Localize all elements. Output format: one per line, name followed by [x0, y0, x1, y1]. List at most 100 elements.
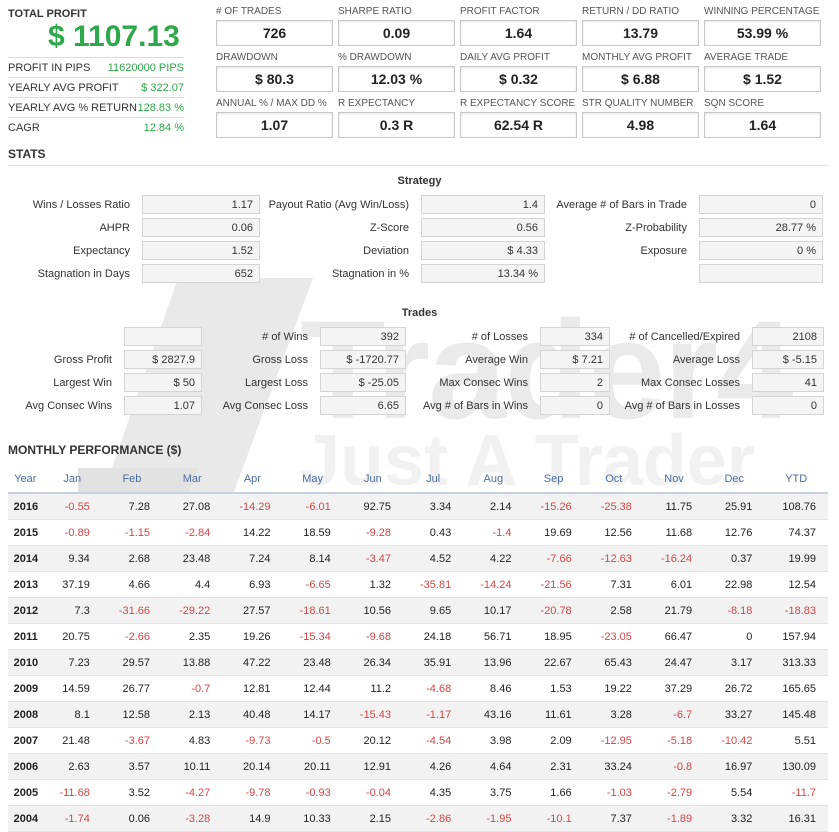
trades-title: Trades [401, 307, 438, 319]
month-value-cell: 33.27 [704, 701, 765, 728]
month-value-cell: 3.28 [583, 701, 644, 728]
month-value-cell: -7.66 [523, 545, 584, 572]
divider [8, 165, 828, 166]
month-value-cell: 9.65 [402, 597, 464, 624]
stat-label-payout-ratio-avg-win-loss: Payout Ratio (Avg Win/Loss) [268, 199, 409, 211]
column-header-may[interactable]: May [282, 466, 343, 494]
column-header-dec[interactable]: Dec [704, 466, 765, 494]
column-header-nov[interactable]: Nov [643, 466, 705, 494]
month-value-cell: 47.22 [222, 649, 283, 676]
month-value-cell: -15.26 [523, 493, 584, 520]
column-header-jun[interactable]: Jun [342, 466, 403, 494]
month-value-cell: 3.98 [463, 727, 524, 754]
month-value-cell: 11.2 [342, 675, 403, 702]
column-header-feb[interactable]: Feb [101, 466, 163, 494]
metric-annual-max-dd: ANNUAL % / MAX DD % 1.07 [216, 98, 333, 138]
stat-value-stagnation-in: 13.34 % [421, 264, 545, 283]
month-value-cell: 8.46 [463, 675, 524, 702]
month-value-cell: -3.67 [101, 727, 163, 754]
month-value-cell: -9.28 [342, 519, 403, 546]
summary-label: PROFIT IN PIPS [8, 62, 91, 74]
summary-row: YEARLY AVG PROFIT $ 322.07 [8, 82, 184, 94]
month-value-cell: 3.34 [402, 493, 464, 520]
summary-value: 128.83 % [137, 102, 184, 114]
month-value-cell: 21.48 [42, 727, 102, 754]
metric-sharpe-ratio: SHARPE RATIO 0.09 [338, 6, 455, 46]
stat-label-z-probability: Z-Probability [625, 222, 687, 234]
monthly-performance-title: MONTHLY PERFORMANCE ($) [8, 443, 182, 457]
month-value-cell: -12.95 [583, 727, 644, 754]
metric-value: 4.98 [582, 112, 699, 138]
column-header-jul[interactable]: Jul [402, 466, 464, 494]
month-value-cell: -14.24 [463, 571, 524, 598]
stat-label-average-of-bars-in-trade: Average # of Bars in Trade [556, 199, 687, 211]
column-header-mar[interactable]: Mar [162, 466, 223, 494]
metric-profit-factor: PROFIT FACTOR 1.64 [460, 6, 577, 46]
month-value-cell: 37.29 [643, 675, 705, 702]
table-header-row: Year Jan Feb Mar Apr May Jun Jul Aug Sep Oct Nov Dec… [8, 466, 828, 494]
month-value-cell: 2.09 [523, 727, 584, 754]
month-value-cell: -35.81 [402, 571, 464, 598]
column-header-sep[interactable]: Sep [523, 466, 584, 494]
stat-value-payout-ratio-avg-win-loss: 1.4 [421, 195, 545, 214]
column-header-aug[interactable]: Aug [463, 466, 524, 494]
month-value-cell: 14.9 [222, 805, 283, 832]
metric-label: % DRAWDOWN [338, 52, 412, 63]
month-value-cell: 19.22 [583, 675, 644, 702]
month-value-cell: 10.11 [162, 753, 223, 780]
month-value-cell: -3.28 [162, 805, 223, 832]
table-row: 2012 7.3 -31.66 -29.22 27.57 -18.61 10.56 9.65 1… [8, 597, 828, 624]
column-header-oct[interactable]: Oct [583, 466, 644, 494]
trade-value-avg-of-bars-in-losses: 0 [752, 396, 824, 415]
month-value-cell: 13.96 [463, 649, 524, 676]
divider [8, 77, 184, 78]
metric-value: 1.64 [704, 112, 821, 138]
trade-label-gross-profit: Gross Profit [53, 354, 112, 366]
month-value-cell: -0.8 [643, 753, 705, 780]
month-value-cell: 3.75 [463, 779, 524, 806]
month-value-cell: 2.31 [523, 753, 584, 780]
month-value-cell: 145.48 [764, 701, 828, 728]
month-value-cell: 37.19 [42, 571, 102, 598]
trade-value-average-win: $ 7.21 [540, 350, 610, 369]
trade-label-max-consec-losses: Max Consec Losses [640, 377, 740, 389]
month-value-cell: -31.66 [101, 597, 163, 624]
month-value-cell: 7.37 [583, 805, 644, 832]
table-row: 2009 14.59 26.77 -0.7 12.81 12.44 11.2 -4.68 8.4… [8, 675, 828, 702]
metric-label: # OF TRADES [216, 6, 282, 17]
month-value-cell: 0.37 [704, 545, 765, 572]
column-header-apr[interactable]: Apr [222, 466, 283, 494]
month-value-cell: 2.63 [42, 753, 102, 780]
month-value-cell: -29.22 [162, 597, 223, 624]
month-value-cell: 22.67 [523, 649, 584, 676]
month-value-cell: 11.68 [643, 519, 705, 546]
trade-label-average-win: Average Win [465, 354, 528, 366]
column-header-ytd[interactable]: YTD [764, 466, 828, 494]
table-row: 2006 2.63 3.57 10.11 20.14 20.11 12.91 4.26 4.64… [8, 753, 828, 780]
month-value-cell: 1.53 [523, 675, 584, 702]
metric-label: PROFIT FACTOR [460, 6, 540, 17]
month-value-cell: 20.11 [282, 753, 343, 780]
month-value-cell: -12.63 [583, 545, 644, 572]
metric-label: AVERAGE TRADE [704, 52, 789, 63]
column-header-jan[interactable]: Jan [42, 466, 102, 494]
month-value-cell: 65.43 [583, 649, 644, 676]
summary-row: YEARLY AVG % RETURN 128.83 % [8, 102, 184, 114]
month-value-cell: 12.54 [764, 571, 828, 598]
year-cell: 2014 [8, 545, 43, 572]
month-value-cell: 8.1 [42, 701, 102, 728]
year-cell: 2007 [8, 727, 43, 754]
monthly-performance-table: Year Jan Feb Mar Apr May Jun Jul Aug Sep Oct Nov Dec… [8, 466, 828, 832]
column-header-year[interactable]: Year [8, 466, 43, 494]
stats-title: STATS [8, 147, 46, 161]
trade-value-of-cancelled-expired: 2108 [752, 327, 824, 346]
month-value-cell: 74.37 [764, 519, 828, 546]
month-value-cell: 4.22 [463, 545, 524, 572]
summary-value: 11620000 PIPS [107, 62, 184, 74]
month-value-cell: -25.38 [583, 493, 644, 520]
summary-label: YEARLY AVG % RETURN [8, 102, 137, 114]
month-value-cell: 14.59 [42, 675, 102, 702]
month-value-cell: 33.24 [583, 753, 644, 780]
trade-value-of-losses: 334 [540, 327, 610, 346]
month-value-cell: 4.26 [402, 753, 464, 780]
